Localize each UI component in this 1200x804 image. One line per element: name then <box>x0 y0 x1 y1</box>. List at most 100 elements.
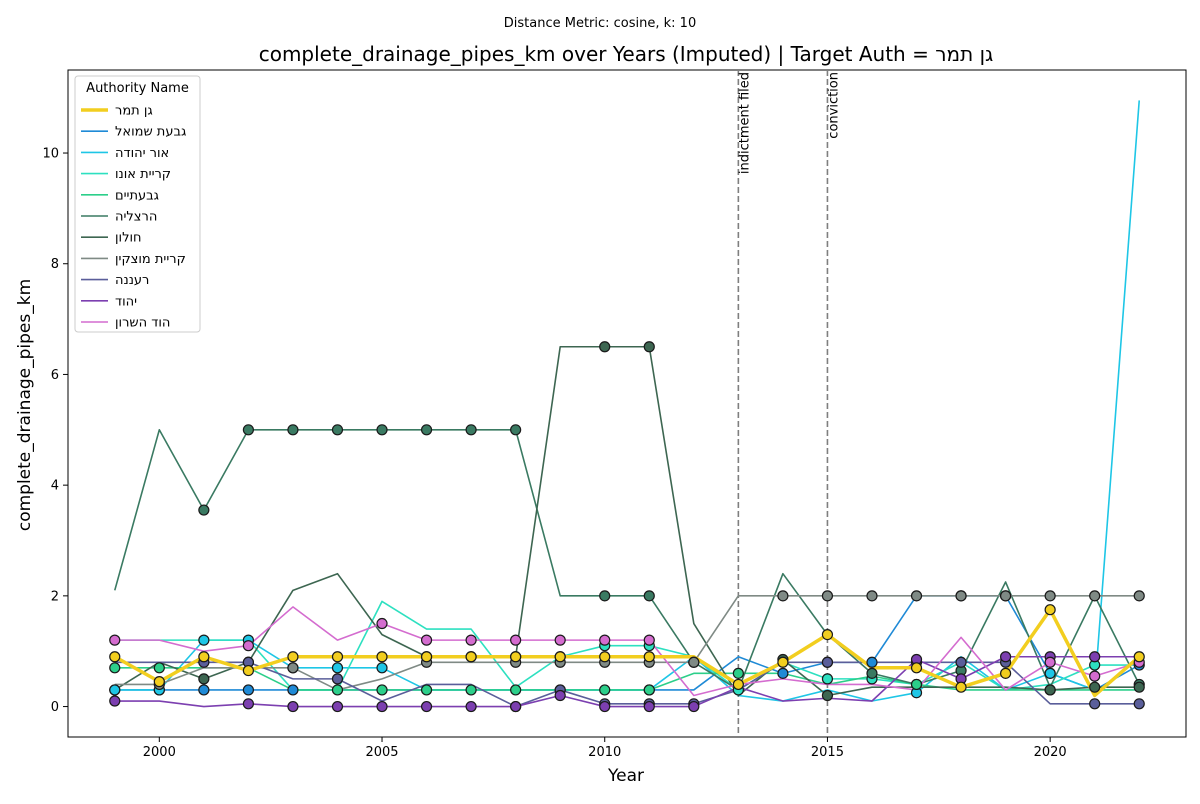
imputed-point <box>1133 681 1145 693</box>
imputed-point <box>287 700 299 713</box>
y-axis-label: complete_drainage_pipes_km <box>15 279 35 531</box>
imputed-point <box>153 676 165 688</box>
chart-title: complete_drainage_pipes_km over Years (I… <box>259 42 994 66</box>
series-line <box>114 655 1140 708</box>
imputed-point <box>866 656 878 668</box>
legend-label: גבעתיים <box>115 188 159 203</box>
imputed-point <box>420 651 433 663</box>
imputed-point <box>376 700 388 713</box>
imputed-point <box>1000 667 1012 679</box>
imputed-point <box>955 681 967 693</box>
y-tick-label: 8 <box>51 257 59 272</box>
imputed-point <box>465 424 477 436</box>
imputed-point <box>242 698 254 710</box>
legend-label: אור יהודה <box>115 146 169 161</box>
imputed-point <box>599 684 611 696</box>
legend-label: גן תמר <box>115 104 153 119</box>
series-line <box>113 428 1140 691</box>
imputed-point <box>331 651 344 663</box>
imputed-point <box>1044 590 1056 602</box>
imputed-point <box>732 678 744 691</box>
imputed-point <box>643 684 655 696</box>
imputed-point <box>599 651 611 663</box>
plot-area: 2000 2005 2010 2015 2020 0 2 4 6 8 10 indictment fi… <box>42 69 1187 760</box>
y-tick-label: 0 <box>51 700 59 715</box>
y-tick-label: 6 <box>51 368 59 383</box>
imputed-point <box>599 590 611 602</box>
series-line <box>114 595 1140 691</box>
legend-label: קריית אונו <box>115 167 171 182</box>
imputed-point <box>510 424 522 436</box>
imputed-point <box>955 590 967 602</box>
legend-title: Authority Name <box>86 81 189 96</box>
imputed-point <box>732 667 744 679</box>
imputed-point <box>465 651 477 663</box>
imputed-point <box>376 662 388 674</box>
imputed-point <box>331 662 344 674</box>
event-label: indictment filed <box>737 72 752 174</box>
imputed-point <box>643 700 655 713</box>
series-line <box>114 606 1140 697</box>
imputed-point <box>643 341 655 353</box>
imputed-point <box>109 634 121 646</box>
imputed-point <box>1044 684 1056 696</box>
y-tick-label: 2 <box>51 589 59 604</box>
imputed-point <box>376 651 388 663</box>
imputed-point <box>198 651 210 663</box>
chart-suptitle: Distance Metric: cosine, k: 10 <box>504 16 696 31</box>
imputed-point <box>331 673 344 685</box>
imputed-point <box>109 662 121 674</box>
imputed-point <box>688 700 700 713</box>
imputed-point <box>777 590 789 602</box>
imputed-point <box>554 634 566 646</box>
imputed-point <box>910 678 923 691</box>
imputed-point <box>420 424 433 436</box>
axes-frame <box>67 69 1187 738</box>
imputed-point <box>866 667 878 679</box>
y-tick-label: 4 <box>51 479 59 494</box>
imputed-point <box>242 684 254 696</box>
imputed-point <box>465 684 477 696</box>
imputed-point <box>1089 651 1101 663</box>
imputed-point <box>643 634 655 646</box>
series-line <box>114 661 1140 708</box>
imputed-point <box>821 590 834 602</box>
imputed-point <box>1044 604 1056 616</box>
imputed-point <box>376 424 388 436</box>
imputed-point <box>465 634 477 646</box>
imputed-point <box>242 424 254 436</box>
imputed-point <box>821 689 834 702</box>
legend-label: גבעת שמואל <box>115 125 186 140</box>
imputed-point <box>331 700 344 713</box>
legend-box <box>74 75 201 333</box>
imputed-point <box>198 504 210 516</box>
legend-label: יהוד <box>115 294 137 309</box>
imputed-point <box>1133 651 1145 663</box>
series-line <box>114 100 1141 702</box>
legend-label: הוד השרון <box>115 316 170 331</box>
imputed-point <box>287 651 299 663</box>
imputed-point <box>331 684 344 696</box>
imputed-point <box>821 673 834 685</box>
x-tick-label: 2005 <box>365 745 398 760</box>
series-line <box>113 607 1141 698</box>
imputed-point <box>1089 698 1101 710</box>
imputed-point <box>955 656 967 668</box>
imputed-point <box>643 590 655 602</box>
imputed-point <box>866 590 878 602</box>
imputed-point <box>821 656 834 668</box>
imputed-point <box>1133 590 1145 602</box>
imputed-point <box>510 651 522 663</box>
legend-label: חולון <box>115 231 142 246</box>
legend-label: הרצליה <box>115 210 157 225</box>
x-axis-label: Year <box>607 766 644 786</box>
imputed-point <box>599 700 611 713</box>
series-line <box>114 345 1140 697</box>
series-line <box>114 600 1140 691</box>
imputed-point <box>1000 651 1012 663</box>
imputed-point <box>198 634 210 646</box>
imputed-point <box>1133 698 1145 710</box>
imputed-point <box>1044 656 1056 668</box>
